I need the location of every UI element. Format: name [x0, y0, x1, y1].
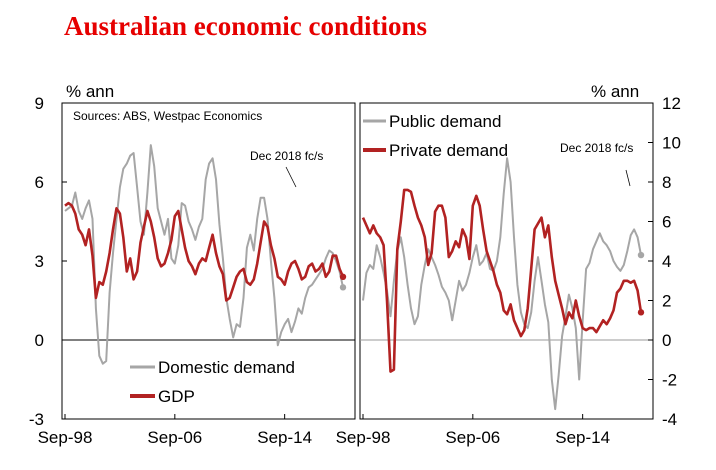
right-ytick-label: 12	[662, 94, 681, 113]
right-unit-label: % ann	[591, 82, 639, 101]
left-xtick-label: Sep-98	[38, 428, 93, 447]
right-ytick-label: 6	[662, 213, 671, 232]
right-ytick-label: 0	[662, 331, 671, 350]
left-ytick-label: 0	[35, 331, 44, 350]
right-xtick-label: Sep-14	[555, 428, 610, 447]
legend-label-private-demand: Private demand	[389, 141, 508, 160]
right-ytick-label: -4	[662, 410, 677, 429]
right-endpoint-private-demand	[637, 309, 645, 316]
left-ytick-label: 9	[35, 94, 44, 113]
left-unit-label: % ann	[66, 82, 114, 101]
right-ytick-label: 8	[662, 173, 671, 192]
chart-title: Australian economic conditions	[64, 11, 427, 41]
legend-label-gdp: GDP	[158, 387, 195, 406]
left-series-gdp	[64, 201, 345, 302]
left-forecast-annotation: Dec 2018 fc/s	[250, 149, 323, 163]
right-ytick-label: 2	[662, 292, 671, 311]
right-endpoint-public-demand	[637, 251, 645, 259]
legend-label-domestic-demand: Domestic demand	[158, 358, 295, 377]
right-annotation-pointer	[625, 169, 631, 187]
left-ytick-label: 6	[35, 173, 44, 192]
left-endpoint-gdp	[339, 273, 347, 280]
left-series-domestic-demand	[64, 144, 344, 365]
left-xtick-label: Sep-14	[257, 428, 312, 447]
left-ytick-label: 3	[35, 252, 44, 271]
right-ytick-label: -2	[662, 371, 677, 390]
right-xtick-label: Sep-98	[336, 428, 391, 447]
right-ytick-label: 4	[662, 252, 671, 271]
right-forecast-annotation: Dec 2018 fc/s	[560, 141, 633, 155]
right-series-public-demand	[362, 157, 642, 411]
left-endpoint-domestic-demand	[339, 284, 347, 291]
left-source-note: Sources: ABS, Westpac Economics	[73, 109, 262, 123]
left-annotation-pointer	[285, 166, 297, 188]
right-series-private-demand	[361, 188, 643, 373]
left-ytick-label: -3	[29, 410, 44, 429]
right-ytick-label: 10	[662, 134, 681, 153]
legend-label-public-demand: Public demand	[389, 112, 501, 131]
right-xtick-label: Sep-06	[445, 428, 500, 447]
left-xtick-label: Sep-06	[147, 428, 202, 447]
